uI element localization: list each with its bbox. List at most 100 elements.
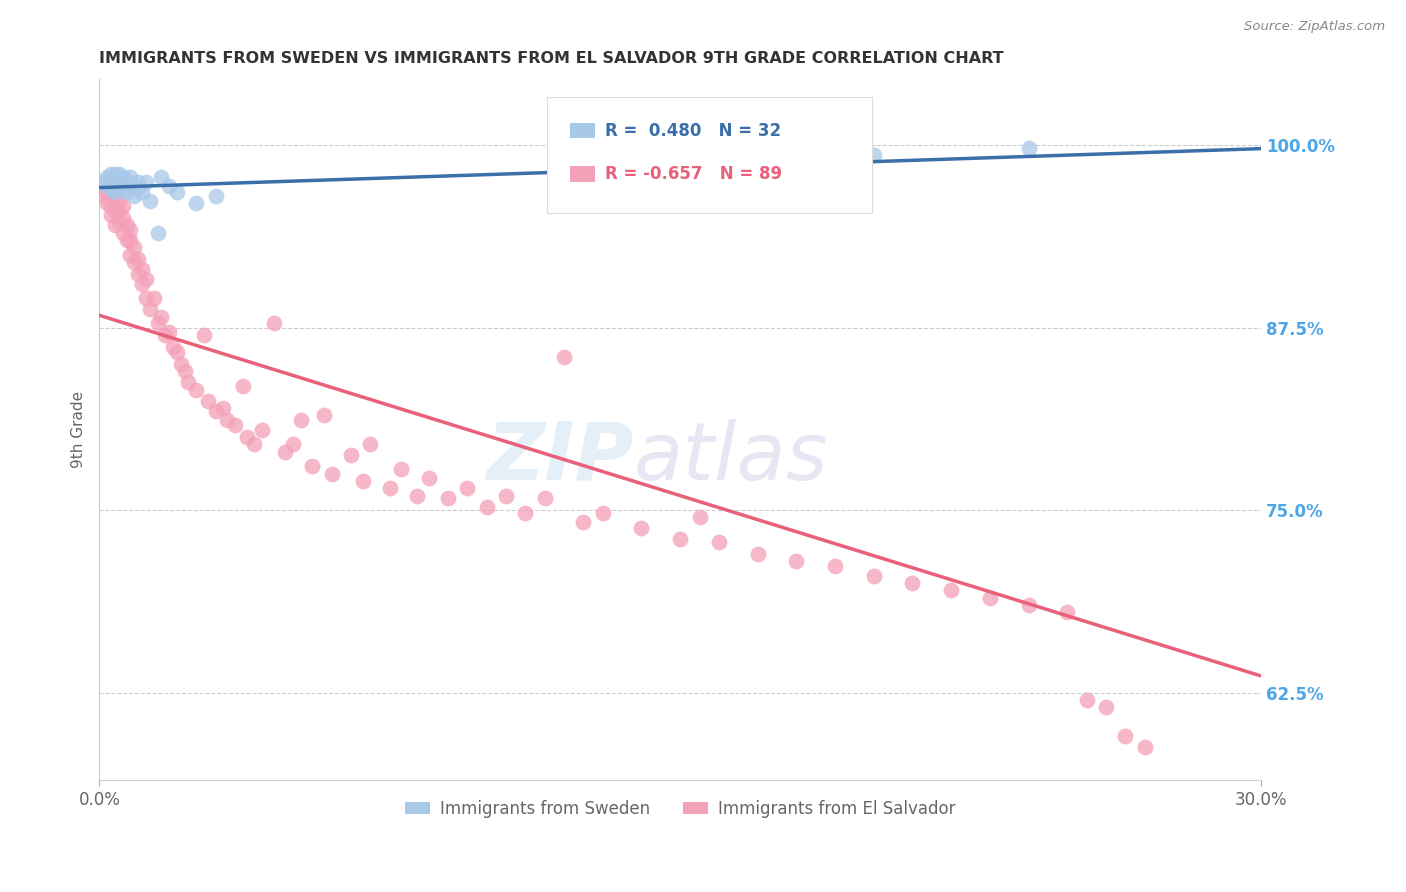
Point xyxy=(127,175,149,189)
Point xyxy=(186,384,208,398)
Point xyxy=(263,316,285,330)
Point xyxy=(111,182,134,196)
Point xyxy=(1095,700,1118,714)
Point xyxy=(100,167,122,181)
Point xyxy=(170,357,193,371)
Point xyxy=(150,310,173,325)
Point xyxy=(135,292,157,306)
Point xyxy=(352,474,374,488)
Point xyxy=(941,583,963,598)
Point xyxy=(456,481,478,495)
Point xyxy=(107,167,129,181)
Point xyxy=(250,423,273,437)
Point xyxy=(124,189,146,203)
Point xyxy=(146,316,169,330)
Point xyxy=(1018,141,1040,155)
Point xyxy=(204,404,226,418)
Point xyxy=(120,223,142,237)
Point xyxy=(186,196,208,211)
Point xyxy=(274,444,297,458)
Point xyxy=(707,535,730,549)
Point xyxy=(359,437,381,451)
Point xyxy=(515,506,537,520)
Point xyxy=(785,554,807,568)
Point xyxy=(630,521,652,535)
Point xyxy=(135,175,157,189)
Point xyxy=(193,327,215,342)
Text: R = -0.657   N = 89: R = -0.657 N = 89 xyxy=(605,165,782,183)
Point xyxy=(142,292,165,306)
Point xyxy=(204,189,226,203)
Point xyxy=(120,247,142,261)
Point xyxy=(157,178,180,193)
Point xyxy=(1056,606,1078,620)
Point xyxy=(131,277,153,291)
Point xyxy=(173,364,195,378)
Point xyxy=(107,173,129,187)
Point xyxy=(1076,693,1098,707)
Point xyxy=(100,208,122,222)
Point xyxy=(107,203,129,218)
Point xyxy=(139,194,162,208)
Point xyxy=(862,148,884,162)
Point xyxy=(139,301,162,316)
Point xyxy=(217,412,239,426)
Text: R =  0.480   N = 32: R = 0.480 N = 32 xyxy=(605,121,780,139)
Point xyxy=(96,185,118,199)
Point xyxy=(553,350,575,364)
Point xyxy=(127,267,149,281)
Point xyxy=(312,408,335,422)
Point xyxy=(104,219,127,233)
FancyBboxPatch shape xyxy=(569,123,595,138)
Point xyxy=(115,233,138,247)
Point xyxy=(104,175,127,189)
Point xyxy=(689,510,711,524)
Point xyxy=(669,533,692,547)
Point xyxy=(232,379,254,393)
Point xyxy=(418,471,440,485)
Point xyxy=(281,437,304,451)
Point xyxy=(290,412,312,426)
Point xyxy=(127,252,149,266)
Point xyxy=(124,240,146,254)
Point xyxy=(224,418,246,433)
Point xyxy=(572,515,595,529)
FancyBboxPatch shape xyxy=(569,166,595,182)
Point xyxy=(124,255,146,269)
Point xyxy=(212,401,235,415)
Point xyxy=(533,491,555,506)
Text: Source: ZipAtlas.com: Source: ZipAtlas.com xyxy=(1244,20,1385,33)
Point xyxy=(100,175,122,189)
Point xyxy=(391,462,413,476)
Text: IMMIGRANTS FROM SWEDEN VS IMMIGRANTS FROM EL SALVADOR 9TH GRADE CORRELATION CHAR: IMMIGRANTS FROM SWEDEN VS IMMIGRANTS FRO… xyxy=(100,51,1004,66)
Point xyxy=(1018,598,1040,612)
FancyBboxPatch shape xyxy=(547,97,872,212)
Point xyxy=(104,185,127,199)
Point xyxy=(406,489,429,503)
Point xyxy=(162,340,184,354)
Point xyxy=(592,506,614,520)
Point xyxy=(111,199,134,213)
Point xyxy=(378,481,401,495)
Point xyxy=(146,226,169,240)
Legend: Immigrants from Sweden, Immigrants from El Salvador: Immigrants from Sweden, Immigrants from … xyxy=(398,793,962,824)
Point xyxy=(100,182,122,196)
Point xyxy=(824,558,846,573)
Point xyxy=(495,489,517,503)
Point xyxy=(115,175,138,189)
Point xyxy=(901,576,924,591)
Point xyxy=(197,393,219,408)
Point xyxy=(115,185,138,199)
Point xyxy=(177,375,200,389)
Point xyxy=(155,327,177,342)
Point xyxy=(91,175,114,189)
Point xyxy=(111,211,134,225)
Point xyxy=(127,182,149,196)
Point xyxy=(107,214,129,228)
Y-axis label: 9th Grade: 9th Grade xyxy=(72,392,86,468)
Point xyxy=(96,170,118,185)
Point xyxy=(104,203,127,218)
Point xyxy=(1133,739,1156,754)
Point xyxy=(243,437,266,451)
Point xyxy=(107,178,129,193)
